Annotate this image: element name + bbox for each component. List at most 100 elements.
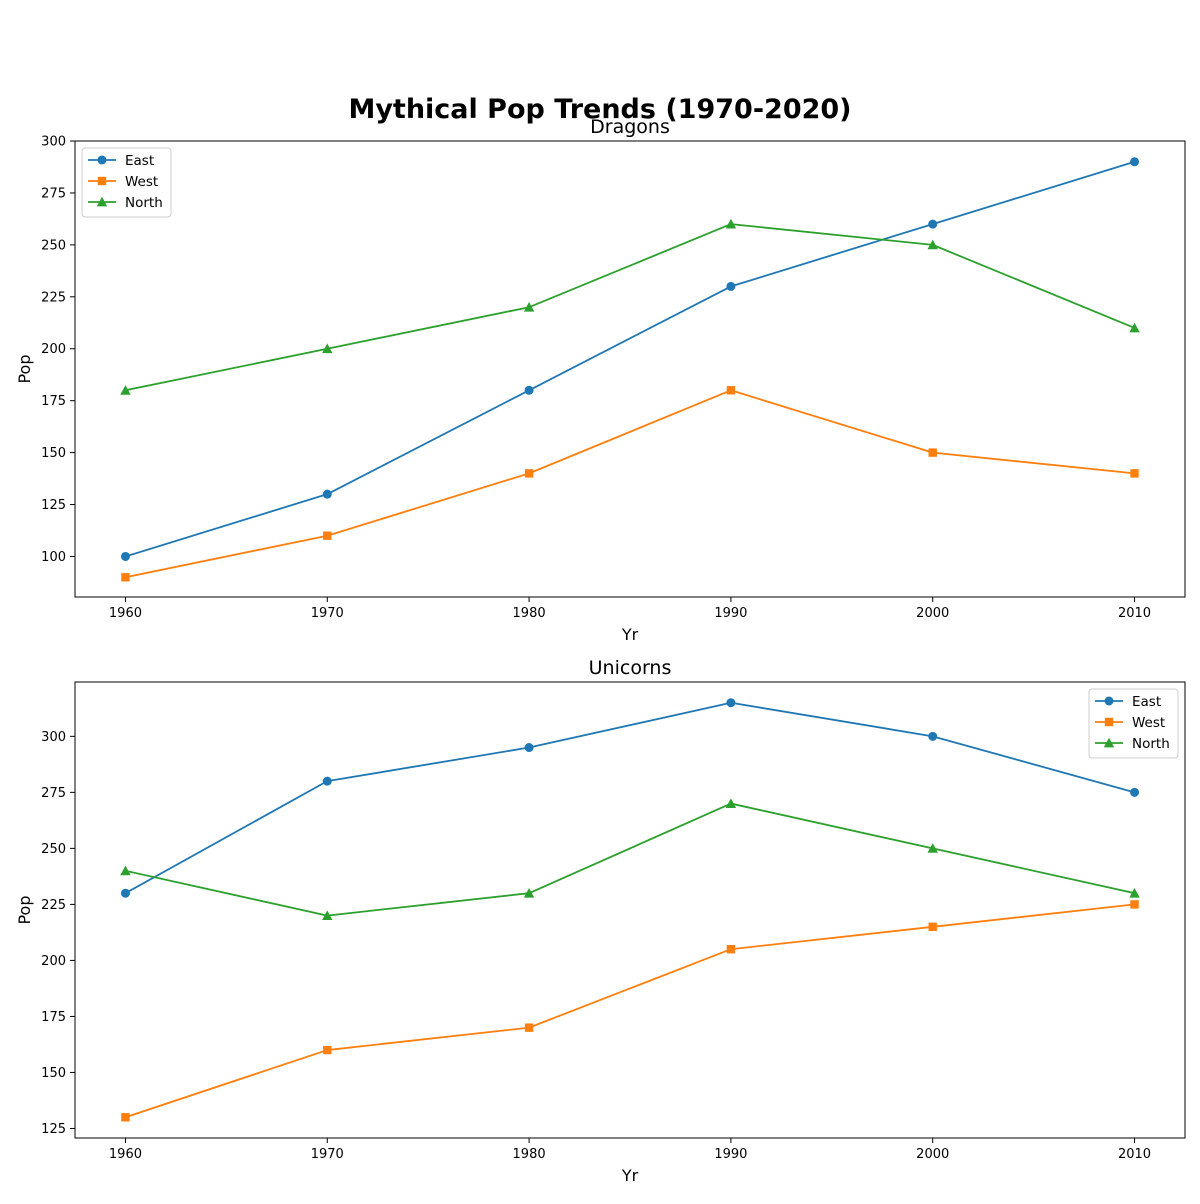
unicorns-west-point [726, 945, 736, 954]
unicorns-legend: East West North [1088, 688, 1179, 759]
dragons-east-point [1130, 157, 1140, 167]
dragons-y-tick-label: 125 [41, 498, 66, 513]
dragons-north-series-line [125, 223, 1135, 392]
unicorns-west-point [928, 922, 937, 932]
dragons-y-tick-label: 200 [41, 342, 66, 357]
dragons-west-point [928, 448, 937, 457]
unicorns-west-point [1130, 900, 1139, 909]
dragons-legend-west-marker [97, 176, 107, 186]
unicorns-west-point [323, 1045, 332, 1055]
unicorns-y-tick-label: 175 [41, 1010, 66, 1025]
unicorns-east-series-line [125, 701, 1135, 894]
dragons-west-series-line [125, 389, 1135, 579]
unicorns-west-series-line [125, 903, 1135, 1119]
dragons-north-point [725, 218, 737, 229]
unicorns-north-point [322, 910, 333, 921]
unicorns-east-point [524, 743, 534, 753]
dragons-east-point [120, 551, 130, 561]
unicorns-y-tick-label: 200 [41, 954, 66, 969]
unicorns-x-tick-label: 1990 [714, 1147, 747, 1162]
dragons-panel: Dragons 1960 1970 1980 1990 2000 2010 100 125 150… [15, 116, 1186, 644]
unicorns-title: Unicorns [589, 657, 672, 679]
unicorns-x-axis-label: Yr [621, 1166, 639, 1185]
unicorns-x-tick-label: 1980 [513, 1147, 546, 1162]
dragons-east-series-line [125, 160, 1135, 558]
dragons-x-axis-label: Yr [621, 625, 639, 644]
unicorns-x-tick-label: 1960 [109, 1147, 142, 1162]
dragons-x-tick-label: 1990 [714, 606, 747, 621]
unicorns-legend-east-label: East [1132, 694, 1161, 710]
unicorns-axes-frame [74, 681, 1186, 1139]
unicorns-north-point [523, 887, 535, 898]
dragons-west-point [323, 531, 332, 540]
unicorns-legend-north-marker [1103, 737, 1115, 748]
dragons-y-tick-label: 100 [41, 550, 66, 565]
unicorns-west-point [524, 1023, 534, 1032]
unicorns-east-point [1130, 787, 1140, 797]
unicorns-y-tick-label: 300 [41, 730, 66, 745]
unicorns-east-point [726, 698, 736, 708]
unicorns-west-point [121, 1113, 130, 1122]
unicorns-x-tick-label: 2010 [1118, 1147, 1151, 1162]
unicorns-east-point [322, 776, 332, 786]
dragons-y-axis-label: Pop [15, 354, 34, 383]
dragons-north-point [322, 343, 333, 354]
dragons-north-point [120, 385, 131, 395]
dragons-y-tick-label: 175 [41, 394, 66, 409]
unicorns-legend-box [1088, 688, 1179, 759]
dragons-axes-frame [74, 140, 1186, 598]
unicorns-legend-north-label: North [1132, 736, 1170, 752]
unicorns-legend-west-marker [1104, 717, 1114, 727]
unicorns-north-point [725, 798, 737, 808]
unicorns-y-tick-label: 150 [41, 1066, 66, 1081]
dragons-x-tick-label: 1980 [513, 606, 546, 621]
dragons-legend-east-marker [97, 155, 107, 165]
dragons-y-tick-label: 150 [41, 446, 66, 461]
unicorns-y-tick-label: 275 [41, 786, 66, 801]
dragons-legend-box [81, 147, 172, 218]
unicorns-x-tick-label: 1970 [311, 1147, 344, 1162]
dragons-west-point [726, 386, 736, 395]
dragons-y-tick-label: 225 [41, 290, 66, 305]
dragons-east-point [524, 385, 534, 395]
dragons-west-point [121, 573, 130, 582]
dragons-legend: East West North [81, 147, 172, 218]
unicorns-panel: Unicorns 1960 1970 1980 1990 2000 2010 125 150 17… [15, 657, 1186, 1185]
unicorns-y-tick-label: 125 [41, 1122, 66, 1137]
dragons-y-tick-label: 300 [41, 135, 66, 150]
unicorns-east-point [928, 731, 938, 741]
figure-title: Mythical Pop Trends (1970-2020) [348, 94, 851, 125]
unicorns-y-tick-label: 250 [41, 842, 66, 857]
dragons-west-point [1130, 469, 1139, 478]
unicorns-x-tick-label: 2000 [916, 1147, 949, 1162]
unicorns-north-point [120, 865, 131, 876]
unicorns-y-tick-label: 225 [41, 898, 66, 913]
dragons-north-point [1129, 322, 1140, 333]
unicorns-east-point [120, 888, 130, 898]
dragons-legend-north-marker [96, 196, 108, 207]
dragons-north-point [927, 239, 938, 250]
unicorns-legend-west-label: West [1132, 715, 1165, 731]
dragons-east-point [726, 281, 736, 291]
unicorns-y-axis-label: Pop [15, 895, 34, 924]
dragons-x-tick-label: 2010 [1118, 606, 1151, 621]
dragons-x-tick-label: 2000 [916, 606, 949, 621]
unicorns-north-point [927, 843, 938, 853]
dragons-west-point [524, 469, 534, 478]
dragons-title: Dragons [590, 116, 670, 138]
dragons-y-tick-label: 250 [41, 238, 66, 253]
dragons-x-tick-label: 1960 [109, 606, 142, 621]
dragons-north-point [523, 301, 535, 312]
dragons-east-point [928, 219, 938, 229]
unicorns-north-series-line [125, 802, 1135, 917]
dragons-legend-north-label: North [125, 195, 163, 211]
unicorns-legend-east-marker [1104, 696, 1114, 706]
dragons-y-tick-label: 275 [41, 186, 66, 201]
dragons-legend-east-label: East [125, 153, 154, 169]
dragons-legend-west-label: West [125, 174, 158, 190]
dragons-east-point [322, 489, 332, 499]
dragons-x-tick-label: 1970 [311, 606, 344, 621]
